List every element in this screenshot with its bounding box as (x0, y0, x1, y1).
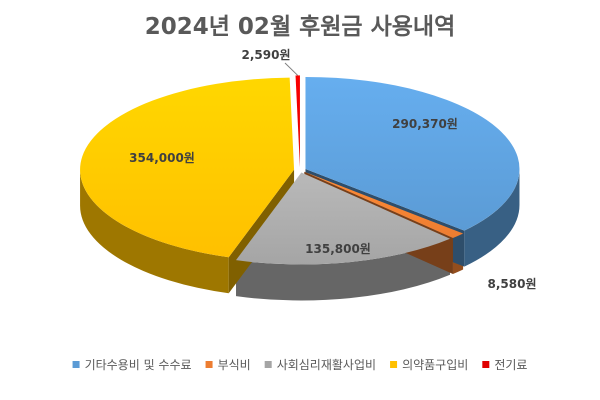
pie-slice-2 (236, 172, 451, 265)
slice-side-0 (464, 168, 520, 267)
legend-swatch-1 (205, 361, 213, 368)
pie-slice-1 (304, 171, 464, 238)
pie-slice-0 (305, 76, 520, 231)
data-labels: 290,370원 8,580원 135,800원 354,000원 2,590원 (129, 48, 536, 291)
data-label-1: 8,580원 (488, 277, 537, 291)
leader-line-4 (284, 62, 299, 76)
chart-title: 2024년 02월 후원금 사용내역 (145, 14, 455, 40)
legend-swatch-4 (482, 361, 490, 368)
legend-item-2: 사회심리재활사업비 (264, 358, 376, 372)
legend-swatch-3 (390, 361, 398, 368)
data-label-3: 354,000원 (129, 151, 195, 165)
legend-item-4: 전기료 (482, 358, 527, 372)
pie-slices (80, 75, 520, 265)
data-label-4: 2,590원 (242, 48, 291, 62)
legend-label-2: 사회심리재활사업비 (277, 358, 376, 372)
legend-label-4: 전기료 (494, 358, 527, 372)
slice-side-2 (236, 238, 451, 301)
legend-label-1: 부식비 (218, 358, 251, 372)
data-label-2: 135,800원 (305, 242, 371, 256)
pie-slice-3 (80, 77, 295, 258)
slice-side-3 (80, 169, 229, 294)
pie-slice-4 (295, 75, 300, 168)
legend: 기타수용비 및 수수료 부식비 사회심리재활사업비 의약품구입비 전기료 (72, 357, 527, 372)
legend-label-0: 기타수용비 및 수수료 (85, 358, 192, 372)
data-label-0: 290,370원 (392, 117, 458, 131)
legend-item-1: 부식비 (205, 358, 251, 372)
legend-label-3: 의약품구입비 (402, 357, 468, 372)
legend-swatch-2 (264, 361, 272, 368)
legend-item-0: 기타수용비 및 수수료 (72, 358, 192, 372)
legend-item-3: 의약품구입비 (390, 357, 468, 372)
legend-swatch-0 (72, 361, 80, 368)
leader-lines (284, 62, 299, 76)
